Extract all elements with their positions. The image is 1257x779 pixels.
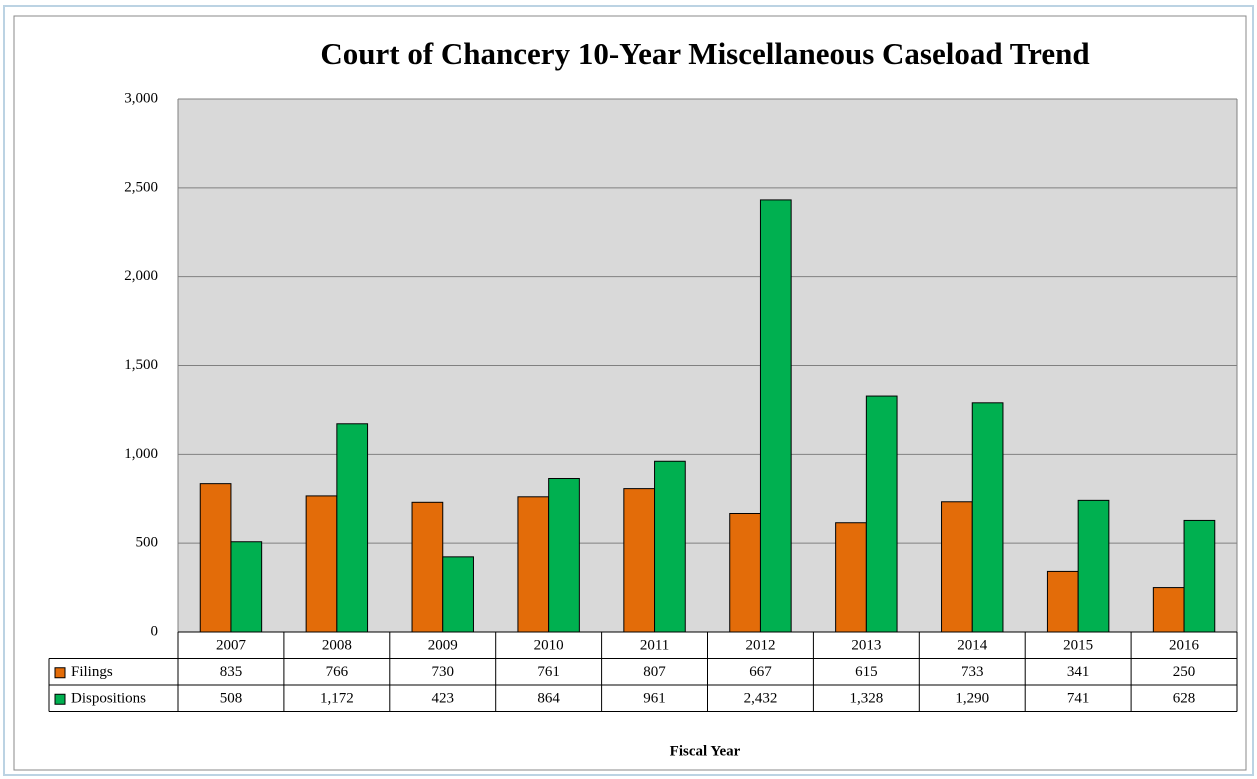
x-tick-label: 2012 xyxy=(745,638,775,654)
bar xyxy=(941,501,973,633)
frame xyxy=(3,5,1254,776)
table-value: 807 xyxy=(643,664,666,680)
legend-key xyxy=(54,693,66,705)
bar xyxy=(1183,519,1216,633)
bar xyxy=(517,496,550,633)
table-value: 341 xyxy=(1067,664,1090,680)
table-value: 1,290 xyxy=(955,691,989,707)
x-tick-label: 2013 xyxy=(851,638,881,654)
table-value: 961 xyxy=(643,691,666,707)
table-value: 508 xyxy=(220,691,243,707)
y-tick-label: 0 xyxy=(151,623,159,639)
table-value: 766 xyxy=(326,664,349,680)
bar xyxy=(835,522,867,633)
table-value: 741 xyxy=(1067,691,1090,707)
table-value: 761 xyxy=(537,664,560,680)
legend-key xyxy=(54,667,66,679)
bar xyxy=(411,501,444,633)
bar xyxy=(199,483,232,633)
y-tick-label: 2,500 xyxy=(124,179,158,195)
table-value: 733 xyxy=(961,664,984,680)
bar xyxy=(729,512,761,633)
table-value: 730 xyxy=(432,664,455,680)
x-tick-label: 2016 xyxy=(1169,638,1200,654)
x-tick-label: 2009 xyxy=(428,638,458,654)
bar xyxy=(1152,587,1185,633)
bar xyxy=(442,556,474,633)
y-tick-label: 500 xyxy=(136,535,159,551)
legend-label: Filings xyxy=(71,664,113,680)
bar xyxy=(336,423,369,633)
bar xyxy=(230,541,263,633)
table-value: 1,328 xyxy=(849,691,883,707)
table-value: 250 xyxy=(1173,664,1196,680)
x-tick-label: 2011 xyxy=(640,638,669,654)
y-tick-label: 3,000 xyxy=(124,90,158,106)
bar xyxy=(654,460,686,633)
x-tick-label: 2010 xyxy=(534,638,564,654)
x-tick-label: 2014 xyxy=(957,638,988,654)
bar xyxy=(971,402,1004,633)
table-value: 423 xyxy=(432,691,455,707)
bar xyxy=(759,199,792,633)
y-tick-label: 1,000 xyxy=(124,446,158,462)
bar xyxy=(548,477,580,633)
bar xyxy=(1077,499,1110,633)
x-tick-label: 2008 xyxy=(322,638,352,654)
table-value: 615 xyxy=(855,664,878,680)
table-value: 835 xyxy=(220,664,243,680)
bar xyxy=(305,495,338,633)
x-tick-label: 2015 xyxy=(1063,638,1093,654)
x-axis-label: Fiscal Year xyxy=(670,743,741,759)
bar xyxy=(865,395,898,633)
bar xyxy=(623,488,656,633)
x-tick-label: 2007 xyxy=(216,638,247,654)
table-value: 2,432 xyxy=(744,691,778,707)
legend-label: Dispositions xyxy=(71,691,146,707)
bar xyxy=(1046,570,1079,633)
y-tick-label: 2,000 xyxy=(124,268,158,284)
table-value: 628 xyxy=(1173,691,1196,707)
y-tick-label: 1,500 xyxy=(124,357,158,373)
table-value: 667 xyxy=(749,664,772,680)
table-value: 864 xyxy=(537,691,560,707)
chart-title: Court of Chancery 10-Year Miscellaneous … xyxy=(320,36,1089,71)
table-value: 1,172 xyxy=(320,691,354,707)
